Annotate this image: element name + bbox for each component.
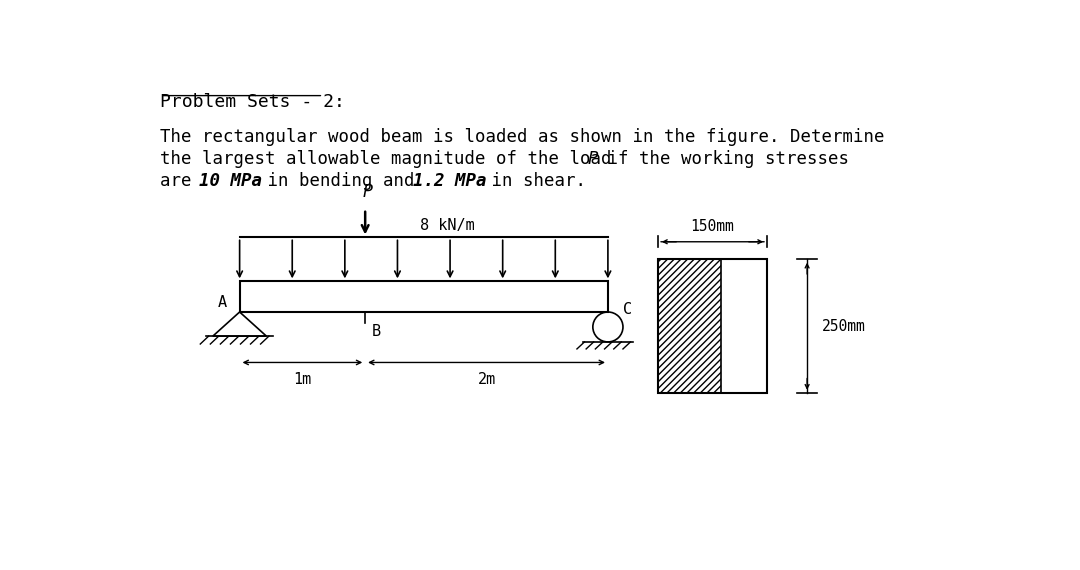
Text: in shear.: in shear. xyxy=(481,172,585,190)
Text: 1m: 1m xyxy=(294,372,311,387)
Text: 1.2 MPa: 1.2 MPa xyxy=(413,172,486,190)
Text: 150mm: 150mm xyxy=(690,219,734,234)
Text: in bending and: in bending and xyxy=(257,172,426,190)
Text: P: P xyxy=(363,183,373,201)
Text: are: are xyxy=(160,172,202,190)
Text: 2m: 2m xyxy=(477,372,496,387)
Text: Problem Sets - 2:: Problem Sets - 2: xyxy=(160,92,345,111)
Text: P: P xyxy=(588,149,598,168)
Text: if the working stresses: if the working stresses xyxy=(597,149,849,168)
Text: 8 kN/m: 8 kN/m xyxy=(420,218,474,233)
Text: The rectangular wood beam is loaded as shown in the figure. Determine: The rectangular wood beam is loaded as s… xyxy=(160,128,885,146)
Text: 10 MPa: 10 MPa xyxy=(199,172,262,190)
Polygon shape xyxy=(658,259,721,393)
Text: B: B xyxy=(372,324,381,339)
Text: C: C xyxy=(623,302,632,317)
Text: the largest allowable magnitude of the load: the largest allowable magnitude of the l… xyxy=(160,149,622,168)
Text: 250mm: 250mm xyxy=(822,319,866,334)
Text: A: A xyxy=(218,295,227,310)
